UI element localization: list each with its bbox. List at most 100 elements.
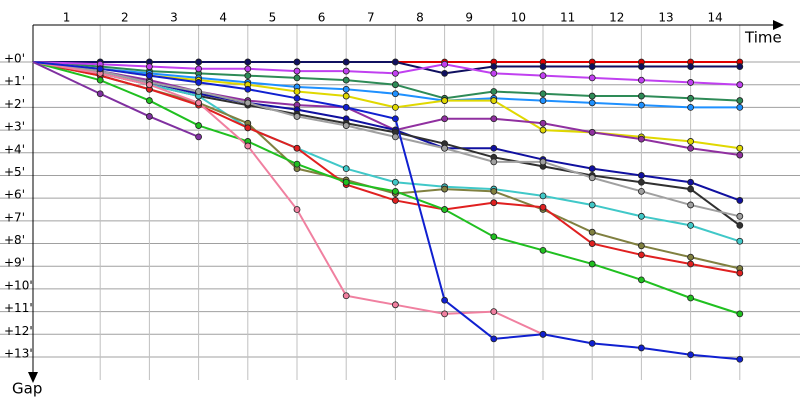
- data-point: [687, 185, 694, 193]
- data-point: [145, 81, 153, 89]
- data-point: [96, 76, 104, 84]
- data-point: [736, 212, 744, 220]
- data-point: [391, 103, 399, 111]
- data-point: [391, 58, 399, 66]
- data-point: [342, 165, 350, 173]
- series-line: [32, 61, 740, 157]
- x-tick-label: 6: [318, 11, 326, 25]
- series-line: [32, 61, 740, 361]
- data-point: [195, 122, 203, 129]
- data-point: [539, 192, 547, 200]
- y-tick-label: +3': [4, 120, 25, 134]
- x-tick-label: 2: [121, 11, 129, 25]
- data-point: [244, 124, 252, 132]
- data-point: [441, 185, 449, 193]
- data-point: [490, 233, 498, 241]
- data-point: [687, 221, 694, 229]
- data-point: [687, 260, 694, 268]
- data-point: [736, 221, 744, 229]
- y-tick-label: +7': [4, 210, 25, 224]
- data-point: [441, 115, 449, 123]
- data-point: [638, 276, 645, 284]
- y-axis-title: Gap: [12, 380, 42, 398]
- y-tick-label: +4': [4, 142, 25, 156]
- data-point: [244, 65, 252, 73]
- y-tick-label: +13': [4, 347, 33, 361]
- series-line: [32, 61, 741, 315]
- data-point: [588, 74, 596, 82]
- data-point: [588, 228, 596, 236]
- y-tick-label: +2': [4, 97, 25, 111]
- data-point: [687, 351, 694, 359]
- data-point: [195, 65, 203, 73]
- y-tick-label: +1': [4, 74, 25, 88]
- x-tick-label: 4: [219, 11, 227, 25]
- data-point: [391, 197, 399, 204]
- data-point: [145, 113, 153, 120]
- data-point: [195, 133, 203, 141]
- y-tick-label: +11': [4, 301, 33, 315]
- data-point: [687, 79, 694, 86]
- x-tick-label: 9: [465, 11, 473, 25]
- data-point: [638, 76, 645, 84]
- data-point: [539, 63, 547, 70]
- data-point: [638, 101, 645, 109]
- data-point: [687, 138, 694, 145]
- data-point: [736, 144, 744, 152]
- data-point: [588, 260, 596, 268]
- data-point: [736, 103, 744, 111]
- data-point: [539, 97, 547, 104]
- data-point: [342, 58, 350, 66]
- x-tick-label: 1: [63, 11, 71, 25]
- data-point: [736, 197, 744, 204]
- x-tick-label: 3: [170, 11, 178, 25]
- y-tick-label: +10': [4, 278, 33, 292]
- data-point: [736, 97, 744, 104]
- data-point: [588, 128, 596, 136]
- x-tick-label: 8: [416, 11, 424, 25]
- data-point: [539, 246, 547, 254]
- data-point: [687, 94, 694, 102]
- data-point: [244, 72, 252, 80]
- series-line: [32, 61, 741, 243]
- data-point: [293, 160, 301, 168]
- data-point: [490, 144, 498, 152]
- y-tick-label: +6': [4, 188, 25, 202]
- data-point: [391, 133, 399, 141]
- x-tick-label: 12: [609, 11, 624, 25]
- data-point: [588, 174, 596, 182]
- data-point: [588, 240, 596, 247]
- x-axis-title: Time: [744, 29, 782, 47]
- data-point: [539, 72, 547, 80]
- y-tick-label: +9': [4, 256, 25, 270]
- data-point: [638, 242, 645, 250]
- data-point: [490, 88, 498, 95]
- x-tick-label: 10: [511, 11, 526, 25]
- data-point: [441, 97, 449, 104]
- data-point: [736, 151, 744, 159]
- x-tick-label: 13: [658, 11, 673, 25]
- data-point: [736, 269, 744, 277]
- data-point: [539, 126, 547, 134]
- data-point: [391, 187, 399, 195]
- data-point: [195, 58, 203, 66]
- data-point: [293, 74, 301, 82]
- data-point: [638, 187, 645, 195]
- data-point: [638, 344, 645, 352]
- data-point: [687, 178, 694, 186]
- y-tick-label: +0': [4, 52, 25, 66]
- data-point: [638, 135, 645, 143]
- y-axis-arrow: [28, 372, 38, 383]
- x-tick-label: 11: [560, 11, 575, 25]
- x-axis-arrow: [773, 20, 784, 30]
- data-point: [490, 308, 498, 316]
- data-point: [96, 90, 104, 98]
- x-tick-label: 5: [269, 11, 277, 25]
- data-point: [539, 203, 547, 211]
- data-point: [342, 67, 350, 75]
- data-point: [638, 212, 645, 220]
- data-point: [293, 113, 301, 120]
- data-point: [293, 94, 301, 102]
- data-point: [195, 99, 203, 107]
